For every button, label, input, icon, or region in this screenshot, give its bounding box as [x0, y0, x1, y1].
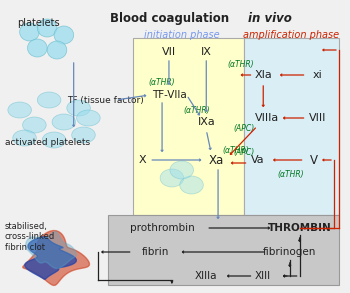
Ellipse shape — [67, 100, 90, 116]
Bar — [133, 38, 244, 215]
Text: initiation phase: initiation phase — [144, 30, 219, 40]
Ellipse shape — [37, 92, 61, 108]
Ellipse shape — [54, 26, 74, 44]
Text: prothrombin: prothrombin — [130, 223, 195, 233]
Polygon shape — [23, 231, 90, 285]
Text: stabilised,
cross-linked
fibrin clot: stabilised, cross-linked fibrin clot — [5, 222, 55, 252]
Text: Va: Va — [251, 155, 264, 165]
Text: fibrin: fibrin — [141, 247, 169, 257]
Text: TF (tissue factor): TF (tissue factor) — [67, 96, 144, 105]
Text: (APC): (APC) — [233, 149, 254, 158]
Text: VIII: VIII — [309, 113, 326, 123]
Text: fibrinogen: fibrinogen — [263, 247, 316, 257]
Ellipse shape — [42, 132, 66, 148]
Text: THROMBIN: THROMBIN — [268, 223, 331, 233]
Text: Xa: Xa — [209, 154, 224, 166]
Text: X: X — [139, 155, 146, 165]
Bar — [244, 38, 339, 215]
Text: IX: IX — [201, 47, 212, 57]
Ellipse shape — [160, 169, 184, 187]
Ellipse shape — [28, 39, 47, 57]
Text: VIIIa: VIIIa — [255, 113, 279, 123]
Ellipse shape — [72, 127, 95, 143]
Text: IXa: IXa — [197, 117, 215, 127]
Ellipse shape — [20, 23, 39, 41]
Ellipse shape — [77, 110, 100, 126]
Text: XIII: XIII — [255, 271, 271, 281]
Text: Blood coagulation: Blood coagulation — [110, 12, 233, 25]
Text: XIa: XIa — [254, 70, 272, 80]
Ellipse shape — [52, 114, 76, 130]
Text: activated platelets: activated platelets — [5, 138, 90, 147]
Text: (αTHR): (αTHR) — [183, 105, 210, 115]
Text: platelets: platelets — [17, 18, 59, 28]
Ellipse shape — [180, 176, 203, 194]
Text: in vivo: in vivo — [247, 12, 292, 25]
Text: xi: xi — [313, 70, 322, 80]
Text: TF-VIIa: TF-VIIa — [152, 90, 186, 100]
Text: XIIIa: XIIIa — [195, 271, 217, 281]
Text: (APC): (APC) — [233, 124, 254, 132]
Ellipse shape — [13, 130, 36, 146]
Text: (αTHR): (αTHR) — [223, 146, 249, 154]
Ellipse shape — [47, 41, 67, 59]
Text: (αTHR): (αTHR) — [228, 60, 254, 69]
Ellipse shape — [8, 102, 32, 118]
Text: (αTHR): (αTHR) — [149, 79, 175, 88]
Text: (αTHR): (αTHR) — [278, 171, 304, 180]
Text: V: V — [310, 154, 318, 166]
Ellipse shape — [170, 161, 194, 179]
Text: VII: VII — [162, 47, 176, 57]
Text: amplification phase: amplification phase — [243, 30, 339, 40]
Polygon shape — [26, 231, 77, 268]
Ellipse shape — [37, 19, 57, 37]
Bar — [108, 215, 339, 285]
Ellipse shape — [23, 117, 46, 133]
Polygon shape — [25, 237, 76, 279]
